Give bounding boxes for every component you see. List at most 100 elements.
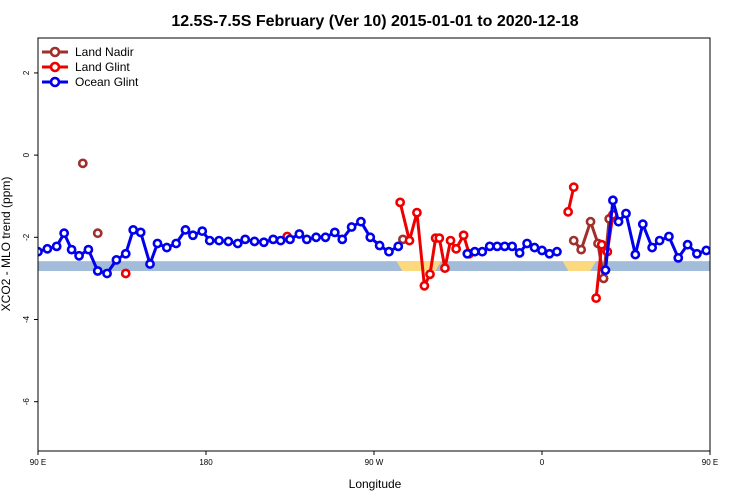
land-glint-point xyxy=(120,268,131,279)
ocean-glint-point xyxy=(673,252,684,263)
land-nadir-point xyxy=(585,216,596,227)
ocean-glint-point xyxy=(161,242,172,253)
ocean-glint-point xyxy=(223,236,234,247)
land-glint-point xyxy=(440,263,450,274)
land-glint-point xyxy=(404,235,415,246)
ocean-glint-point xyxy=(204,235,215,246)
ocean-glint-point xyxy=(59,228,70,239)
land-glint-point xyxy=(419,280,430,291)
ocean-glint-point xyxy=(608,195,618,206)
ocean-glint-point xyxy=(729,230,736,237)
legend-marker xyxy=(49,76,61,88)
y-tick-label: -4 xyxy=(22,315,31,323)
ocean-glint-point xyxy=(311,232,322,243)
ocean-glint-point xyxy=(128,225,139,235)
ocean-glint-point xyxy=(74,250,84,261)
ocean-glint-point xyxy=(180,225,191,235)
ocean-glint-point xyxy=(92,266,103,276)
legend-item-land-glint: Land Glint xyxy=(42,60,130,74)
ocean-glint-point xyxy=(356,216,366,227)
ocean-glint-point xyxy=(120,248,131,259)
ocean-glint-point xyxy=(477,246,488,257)
legend-marker xyxy=(49,61,61,73)
x-tick-label: 90 W xyxy=(365,458,384,467)
ocean-glint-point xyxy=(647,242,658,253)
ocean-glint-point xyxy=(544,248,555,259)
ocean-glint-point xyxy=(188,230,198,241)
x-tick-label: 90 E xyxy=(702,458,718,467)
ocean-glint-point xyxy=(171,238,182,249)
ocean-glint-point xyxy=(145,259,155,269)
ocean-glint-point xyxy=(529,242,540,253)
land-glint-point xyxy=(395,197,406,208)
series-layer xyxy=(38,158,745,304)
ocean-glint-point xyxy=(214,235,224,246)
ocean-glint-point xyxy=(111,255,122,265)
legend-marker xyxy=(49,46,61,58)
y-tick-label: -2 xyxy=(22,233,31,241)
land-nadir-point xyxy=(576,244,587,255)
x-tick-label: 0 xyxy=(540,458,545,467)
ocean-glint-point xyxy=(637,219,648,230)
x-axis-label: Longitude xyxy=(349,477,402,491)
land-glint-point xyxy=(451,243,462,254)
legend-label: Land Glint xyxy=(75,60,130,74)
y-tick-label: 0 xyxy=(22,152,31,157)
y-axis-label: XCO2 - MLO trend (ppm) xyxy=(0,177,13,312)
ocean-glint-point xyxy=(514,248,525,258)
y-tick-label: -6 xyxy=(22,398,31,406)
ocean-glint-point xyxy=(268,234,279,245)
ocean-glint-point xyxy=(384,246,394,257)
ocean-glint-point xyxy=(294,229,305,239)
ocean-glint-point xyxy=(492,241,503,252)
y-tick-label: 2 xyxy=(22,70,31,75)
ocean-glint-point xyxy=(469,246,480,257)
ocean-glint-point xyxy=(329,227,340,238)
ocean-glint-point xyxy=(537,245,547,256)
x-tick-label: 90 E xyxy=(30,458,46,467)
land-nadir-point xyxy=(77,158,88,169)
ocean-glint-point xyxy=(346,222,357,232)
ocean-glint-point xyxy=(258,237,269,248)
ocean-glint-point xyxy=(393,241,404,252)
legend-item-land-nadir: Land Nadir xyxy=(42,45,134,59)
ocean-glint-point xyxy=(721,242,728,249)
ocean-glint-point xyxy=(232,238,243,249)
land-nadir-point xyxy=(734,230,741,237)
land-glint-point xyxy=(434,233,445,244)
ocean-glint-point xyxy=(484,241,495,252)
ocean-glint-point xyxy=(83,244,94,255)
ocean-glint-point xyxy=(66,244,77,255)
ocean-glint-point xyxy=(374,240,385,251)
land-glint-point xyxy=(458,230,469,241)
land-glint-point xyxy=(591,293,602,304)
legend-label: Land Nadir xyxy=(75,45,134,59)
ocean-glint-point xyxy=(462,248,473,259)
ocean-glint-point xyxy=(51,241,62,252)
ocean-glint-point xyxy=(600,265,611,276)
ocean-band xyxy=(38,261,710,272)
ocean-glint-point xyxy=(240,234,251,245)
ocean-glint-point xyxy=(692,248,702,259)
land-segment xyxy=(562,261,597,272)
ocean-glint-point xyxy=(507,241,518,252)
land-nadir-point xyxy=(598,273,609,284)
ocean-glint-point xyxy=(197,226,208,237)
y-axis: 2 0 -2 -4 -6 xyxy=(22,70,38,405)
ocean-glint-point xyxy=(738,247,745,254)
land-nadir-point xyxy=(92,228,103,239)
land-glint-point xyxy=(425,269,435,280)
ocean-glint-point xyxy=(712,244,719,251)
ocean-glint-point xyxy=(365,232,376,243)
ocean-glint-point xyxy=(285,234,295,245)
ocean-glint-point xyxy=(621,208,631,219)
ocean-glint-point xyxy=(102,268,112,279)
ocean-glint-point xyxy=(275,235,286,246)
ocean-glint-point xyxy=(135,227,146,238)
chart-title: 12.5S-7.5S February (Ver 10) 2015-01-01 … xyxy=(171,13,578,30)
series-land-glint xyxy=(120,182,618,304)
ocean-glint-point xyxy=(630,249,641,260)
land-nadir-point xyxy=(727,160,734,167)
